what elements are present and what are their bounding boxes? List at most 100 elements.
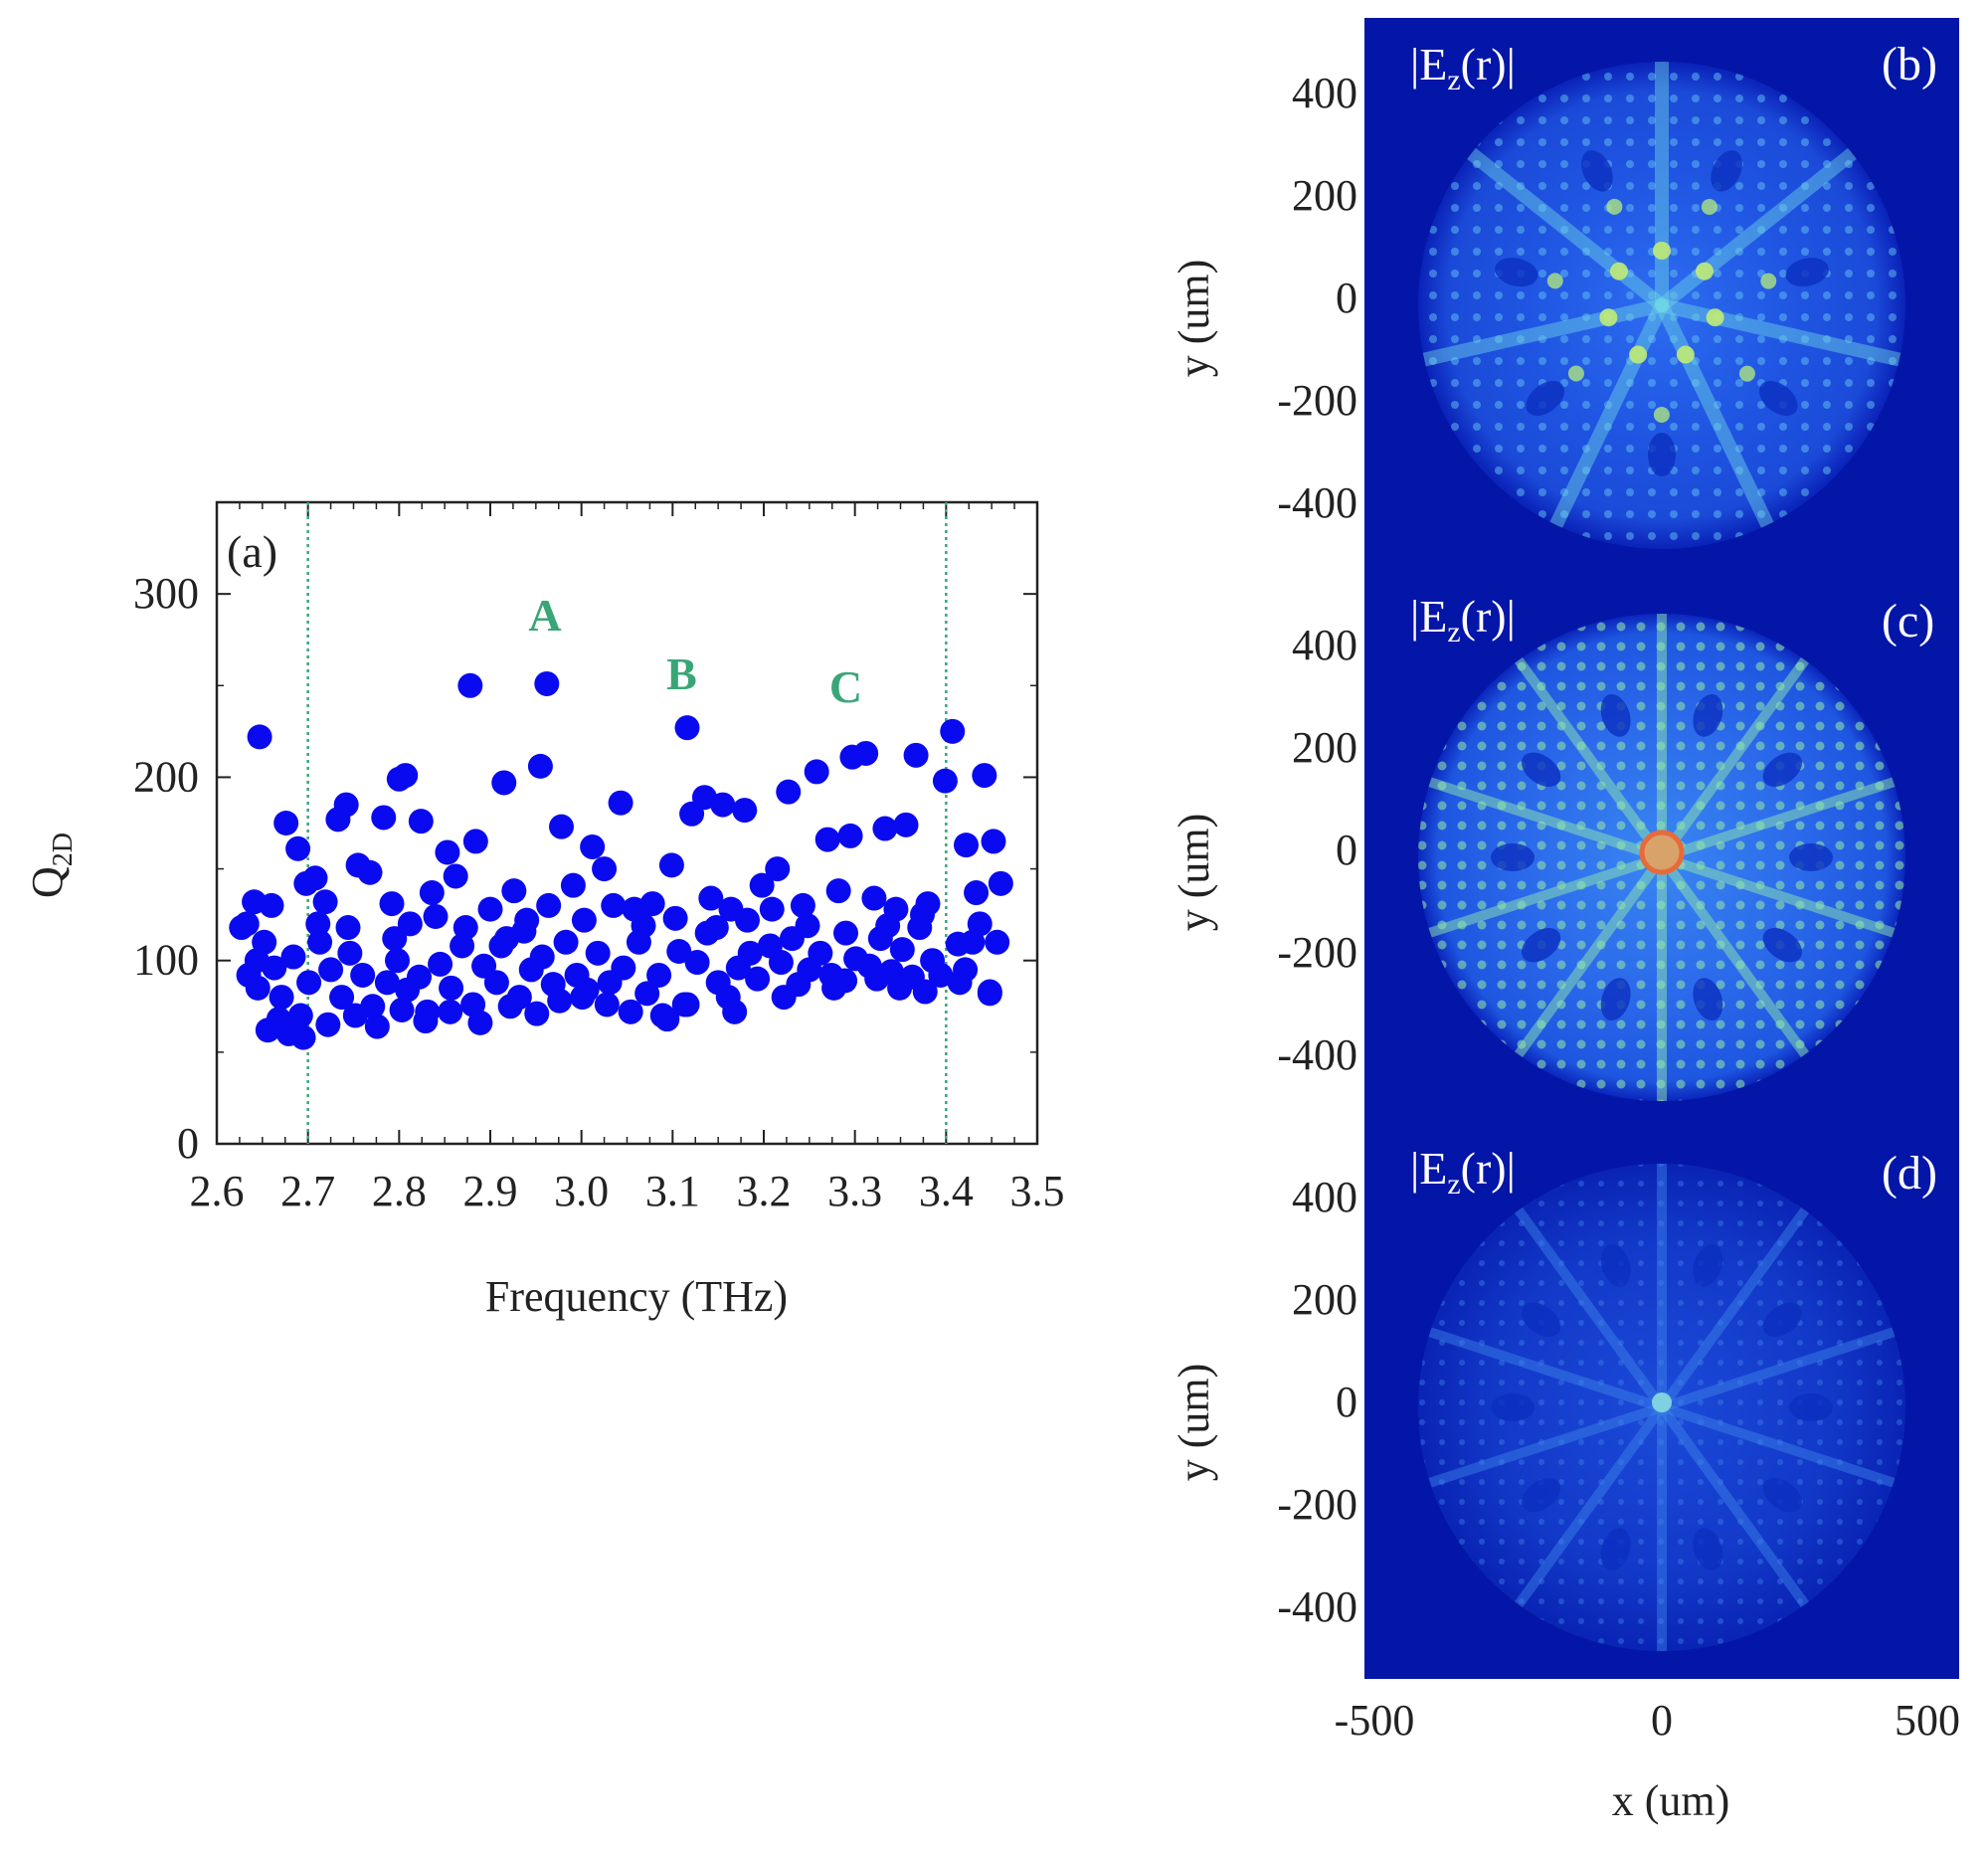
panel-b-label: (b)	[1882, 38, 1937, 91]
data-point	[312, 889, 338, 915]
central-peak	[1639, 830, 1685, 875]
field-arm	[1424, 1327, 1667, 1412]
data-point	[244, 948, 270, 974]
field-node	[1789, 843, 1833, 871]
data-point	[698, 885, 724, 911]
data-point	[357, 859, 383, 885]
field-node	[1693, 1528, 1723, 1572]
data-point	[768, 950, 794, 976]
field-hotspot	[1629, 345, 1648, 364]
field-label-d: |Ez(r)|	[1410, 1143, 1516, 1201]
field-arm	[1548, 298, 1669, 532]
data-point	[307, 929, 333, 955]
data-point	[804, 759, 829, 785]
field-arm	[1657, 1402, 1811, 1610]
data-point	[735, 907, 760, 933]
data-point	[977, 981, 1002, 1007]
field-arm	[1464, 146, 1669, 312]
field-arm	[1424, 852, 1667, 938]
field-node	[1693, 1243, 1723, 1287]
data-point	[889, 937, 915, 963]
field-node	[1785, 258, 1829, 287]
guide-lines	[306, 502, 948, 1144]
field-node	[1522, 1477, 1561, 1513]
field-arm	[1655, 146, 1860, 312]
data-point	[269, 985, 294, 1011]
data-point	[435, 839, 460, 865]
data-point	[639, 891, 665, 917]
x-tick-label: 3.3	[827, 1167, 882, 1215]
data-point	[825, 878, 851, 904]
field-node	[1600, 978, 1631, 1021]
y-tick-label: 200	[1292, 171, 1357, 220]
data-point	[296, 970, 322, 996]
field-node	[1522, 927, 1561, 963]
field-node	[1762, 1477, 1802, 1513]
field-hotspot	[1760, 273, 1777, 289]
y-tick-label: 0	[1336, 1378, 1357, 1426]
data-point	[928, 962, 954, 988]
y-tick-label: -400	[1277, 1582, 1357, 1631]
field-hotspot	[1676, 345, 1695, 364]
field-node	[1711, 150, 1742, 192]
data-point	[732, 798, 758, 824]
data-point	[290, 1024, 316, 1050]
data-point	[679, 801, 705, 827]
x-tick-label: 2.8	[372, 1167, 427, 1215]
data-point	[534, 670, 560, 696]
field-node	[1491, 1393, 1535, 1421]
data-point	[374, 970, 400, 996]
data-point	[985, 929, 1010, 955]
data-point	[527, 753, 553, 779]
data-point	[790, 892, 815, 918]
data-point	[722, 999, 748, 1024]
data-point	[875, 913, 901, 939]
axis-ticks	[216, 502, 1038, 1145]
x-axis-title: x (um)	[1612, 1776, 1730, 1825]
annotation-label: A	[528, 590, 561, 641]
field-node	[1762, 752, 1802, 788]
data-point	[674, 715, 700, 741]
data-point	[553, 929, 579, 955]
data-point	[981, 829, 1006, 854]
data-point	[488, 933, 514, 959]
data-point	[594, 992, 620, 1017]
field-arm	[1657, 1402, 1899, 1488]
data-point	[580, 833, 606, 859]
data-point	[893, 812, 919, 837]
data-point	[547, 988, 573, 1014]
data-point	[477, 896, 503, 922]
x-tick-label: 3.4	[919, 1167, 974, 1215]
data-point	[737, 940, 763, 966]
field-label-b: |Ez(r)|	[1410, 39, 1516, 96]
y-tick-label: 200	[133, 752, 199, 801]
data-point	[674, 992, 700, 1017]
data-point	[287, 1003, 313, 1028]
data-point	[759, 896, 785, 922]
y-tick-label: 400	[1292, 1173, 1357, 1221]
field-arm	[1657, 1327, 1899, 1412]
field-arm	[1655, 298, 1905, 367]
y-tick-label: -400	[1277, 1030, 1357, 1079]
data-point	[649, 1003, 675, 1028]
field-arm	[1657, 654, 1811, 862]
scatter-panel: A B C 2.6 2.7 2.8 2.9 3.0 3.1 3.2 3.3 3.4 3.5 0 100 2…	[23, 500, 1065, 1321]
y-axis-title: Q2D	[23, 832, 79, 898]
y-tick-label: 0	[177, 1119, 199, 1168]
y-axis-title: y (um)	[1170, 260, 1218, 378]
field-hotspot	[1653, 406, 1670, 423]
data-point	[325, 807, 351, 832]
data-point	[382, 926, 408, 952]
data-point	[592, 856, 618, 882]
data-point	[833, 920, 858, 946]
data-point	[443, 863, 468, 889]
field-arms	[1424, 614, 1899, 1101]
data-point	[861, 885, 887, 911]
data-point	[385, 948, 410, 974]
data-point	[611, 955, 636, 981]
field-arm	[1657, 852, 1811, 1060]
x-tick-label: 3.2	[737, 1167, 792, 1215]
data-point	[601, 892, 627, 918]
y-tick-label: 200	[1292, 1275, 1357, 1324]
